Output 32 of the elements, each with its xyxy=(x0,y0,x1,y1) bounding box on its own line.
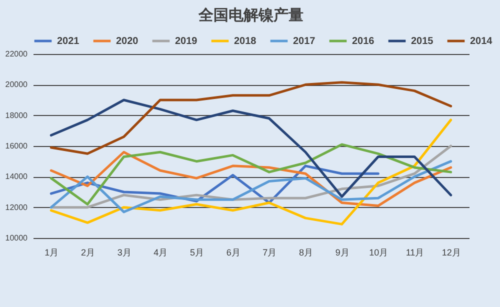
x-tick-label: 3月 xyxy=(117,248,132,258)
y-tick-label: 22000 xyxy=(5,50,28,58)
x-tick-label: 4月 xyxy=(154,248,168,258)
legend-label: 2021 xyxy=(57,36,80,47)
x-tick-label: 8月 xyxy=(298,248,314,258)
x-tick-label: 7月 xyxy=(262,248,277,258)
x-tick-label: 11月 xyxy=(406,248,424,258)
y-tick-label: 12000 xyxy=(5,202,28,212)
x-tick-label: 2月 xyxy=(80,248,96,258)
legend-label: 2020 xyxy=(116,36,139,47)
x-tick-label: 12月 xyxy=(442,248,461,258)
legend-label: 2017 xyxy=(293,36,316,47)
chart-title: 全国电解镍产量 xyxy=(198,7,304,24)
legend-label: 2016 xyxy=(352,36,375,47)
x-tick-label: 6月 xyxy=(226,248,240,258)
line-series xyxy=(50,98,452,198)
legend-label: 2015 xyxy=(411,36,434,47)
y-tick-label: 14000 xyxy=(5,172,28,182)
y-tick-label: 16000 xyxy=(5,142,28,150)
y-tick-label: 18000 xyxy=(5,110,28,120)
x-tick-label: 9月 xyxy=(335,248,350,258)
y-tick-label: 20000 xyxy=(5,80,28,90)
x-tick-label: 10月 xyxy=(369,248,388,258)
legend-label: 2018 xyxy=(234,36,257,47)
legend-label: 2019 xyxy=(175,36,198,47)
y-tick-label: 10000 xyxy=(5,234,28,242)
line-series xyxy=(50,81,452,155)
legend-label: 2014 xyxy=(470,36,493,47)
x-tick-label: 5月 xyxy=(190,248,204,258)
line-series xyxy=(50,118,452,226)
x-tick-label: 1月 xyxy=(44,248,59,258)
line-series xyxy=(50,160,452,214)
